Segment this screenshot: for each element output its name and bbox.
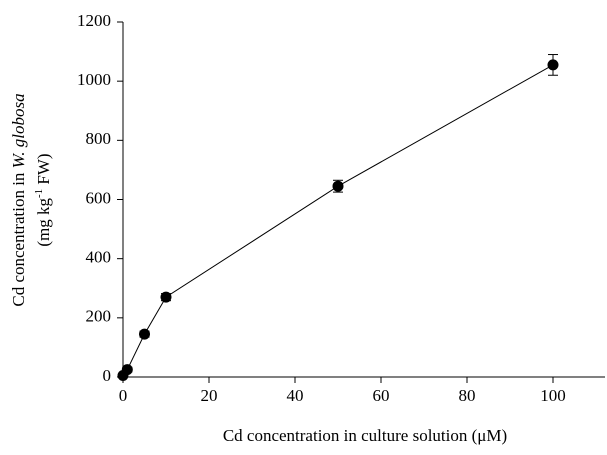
- y-tick-label: 600: [86, 188, 112, 207]
- y-tick-label: 200: [86, 307, 112, 326]
- y-label-part: W. globosa: [9, 93, 28, 168]
- data-point: [547, 59, 559, 71]
- y-tick-label: 1000: [77, 70, 111, 89]
- x-tick-label: 40: [287, 386, 304, 405]
- y-label-part: Cd concentration in: [9, 168, 28, 306]
- data-line: [122, 64, 554, 376]
- x-tick-label: 0: [119, 386, 128, 405]
- y-label-part: FW): [34, 153, 53, 188]
- data-point: [160, 291, 172, 303]
- data-point: [139, 328, 150, 340]
- x-tick-label: 60: [373, 386, 390, 405]
- x-tick-label: 20: [201, 386, 218, 405]
- x-tick-label: 100: [540, 386, 566, 405]
- x-tick-label: 80: [459, 386, 476, 405]
- y-label-part: (mg kg: [34, 197, 53, 246]
- data-point: [121, 364, 133, 376]
- y-label-part: -1: [33, 189, 45, 198]
- data-point: [332, 180, 344, 192]
- y-tick-label: 800: [86, 129, 112, 148]
- y-tick-label: 0: [103, 366, 112, 385]
- y-tick-label: 400: [86, 248, 112, 267]
- y-tick-label: 1200: [77, 11, 111, 30]
- y-axis-label: Cd concentration in W. globosa: [9, 93, 28, 306]
- y-axis-label: (mg kg-1 FW): [33, 153, 53, 246]
- x-axis-label: Cd concentration in culture solution (μM…: [223, 426, 507, 445]
